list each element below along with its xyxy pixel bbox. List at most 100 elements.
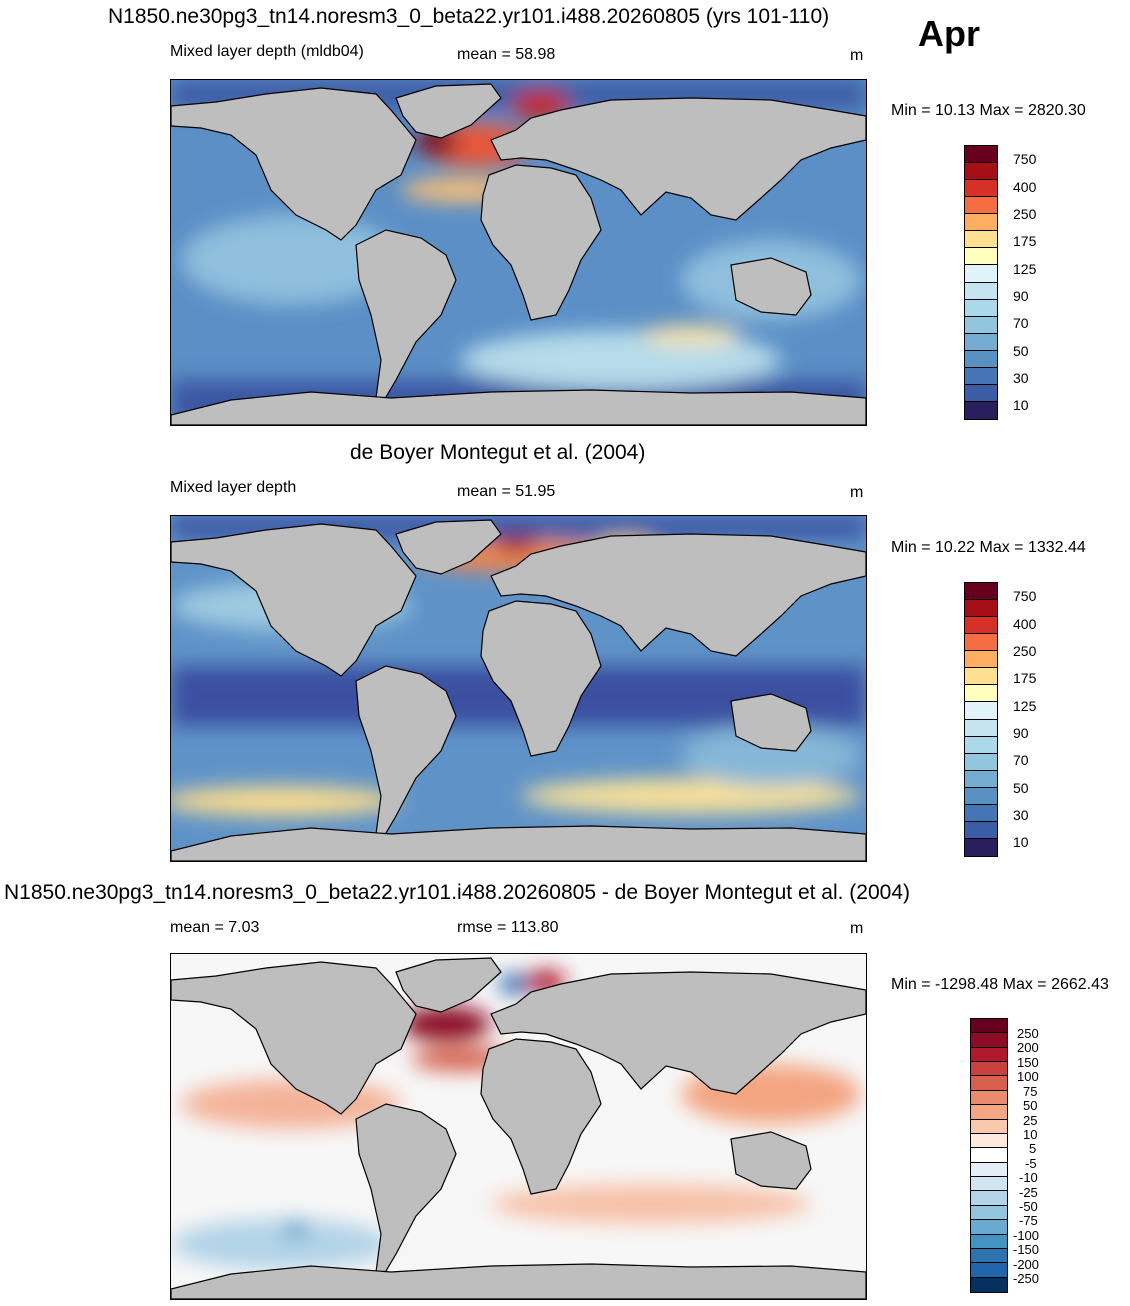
colorbar-swatch: [965, 600, 997, 618]
colorbar-tick-label: 50: [1013, 343, 1029, 359]
colorbar-swatch: [971, 1191, 1007, 1206]
colorbar-tick-label: 90: [1013, 725, 1029, 741]
panel-3-mean-label: mean = 7.03: [170, 919, 260, 936]
colorbar-swatch: [971, 1177, 1007, 1192]
colorbar-tick-label: 200: [1017, 1040, 1039, 1055]
colorbar-swatch: [965, 367, 997, 385]
colorbar-tick-label: -100: [1013, 1228, 1040, 1243]
colorbar-tick-label: -250: [1013, 1271, 1040, 1286]
colorbar-tick-label: 400: [1013, 179, 1037, 195]
colorbar-swatch: [971, 1076, 1007, 1091]
colorbar-swatch: [965, 146, 997, 164]
colorbar-panel-model: [964, 145, 998, 420]
colorbar-tick-label: 175: [1013, 670, 1037, 686]
colorbar-tick-label: 400: [1013, 616, 1037, 632]
panel-3-rmse-label: rmse = 113.80: [457, 919, 559, 936]
colorbar-swatch: [965, 299, 997, 317]
colorbar-swatch: [971, 1062, 1007, 1077]
colorbar-swatch: [971, 1133, 1007, 1149]
colorbar-swatch: [965, 685, 997, 703]
panel-3-units-label: m: [850, 920, 864, 937]
colorbar-swatch: [971, 1119, 1007, 1134]
colorbar-swatch: [965, 214, 997, 232]
map-panel-model: [170, 79, 867, 426]
colorbar-tick-label: 25: [1023, 1113, 1038, 1128]
colorbar-tick-label: 100: [1017, 1069, 1039, 1084]
colorbar-swatch: [965, 333, 997, 351]
colorbar-tick-label: 70: [1013, 315, 1029, 331]
panel-2-variable-label: Mixed layer depth: [170, 479, 297, 496]
colorbar-swatch: [965, 787, 997, 805]
colorbar-tick-label: 10: [1023, 1127, 1038, 1142]
panel-1-mean-label: mean = 58.98: [457, 46, 556, 63]
colorbar-tick-label: 750: [1013, 151, 1037, 167]
colorbar-swatch: [971, 1205, 1007, 1221]
panel-1-title: N1850.ne30pg3_tn14.noresm3_0_beta22.yr10…: [108, 5, 830, 28]
colorbar-swatch: [971, 1162, 1007, 1178]
colorbar-swatch: [965, 753, 997, 771]
colorbar-swatch: [971, 1033, 1007, 1048]
colorbar-tick-label: 750: [1013, 588, 1037, 604]
colorbar-swatch: [965, 617, 997, 635]
colorbar-tick-label: 250: [1013, 206, 1037, 222]
colorbar-swatch: [971, 1234, 1007, 1249]
colorbar-swatch: [971, 1090, 1007, 1106]
colorbar-tick-label: 250: [1013, 643, 1037, 659]
colorbar-swatch: [965, 265, 997, 283]
panel-2-units-label: m: [850, 484, 864, 501]
colorbar-swatch: [965, 634, 997, 652]
colorbar-tick-label: 5: [1029, 1141, 1037, 1156]
colorbar-panel-observations: [964, 582, 998, 857]
colorbar-tick-label: 150: [1017, 1055, 1039, 1070]
colorbar-tick-label: -75: [1019, 1213, 1038, 1228]
colorbar-tick-label: 125: [1013, 261, 1037, 277]
colorbar-tick-label: -25: [1019, 1185, 1038, 1200]
colorbar-swatch: [965, 350, 997, 368]
colorbar-swatch: [965, 583, 997, 601]
colorbar-swatch: [965, 384, 997, 402]
colorbar-swatch: [971, 1248, 1007, 1264]
map-panel-difference: [170, 953, 867, 1300]
colorbar-swatch: [965, 770, 997, 788]
month-label: Apr: [918, 13, 980, 54]
colorbar-tick-label: -5: [1025, 1156, 1037, 1171]
colorbar-swatch: [965, 702, 997, 720]
colorbar-swatch: [965, 821, 997, 839]
colorbar-tick-label: 125: [1013, 698, 1037, 714]
colorbar-tick-label: 75: [1023, 1084, 1038, 1099]
colorbar-tick-label: -150: [1013, 1242, 1040, 1257]
colorbar-swatch: [965, 651, 997, 669]
colorbar-swatch: [971, 1277, 1007, 1292]
colorbar-tick-label: 50: [1023, 1098, 1038, 1113]
panel-1-variable-label: Mixed layer depth (mldb04): [170, 43, 364, 60]
colorbar-swatch: [965, 668, 997, 686]
panel-3-title: N1850.ne30pg3_tn14.noresm3_0_beta22.yr10…: [4, 881, 911, 904]
colorbar-swatch: [965, 282, 997, 300]
colorbar-tick-label: 30: [1013, 807, 1029, 823]
colorbar-swatch: [965, 736, 997, 754]
colorbar-swatch: [971, 1220, 1007, 1235]
colorbar-swatch: [965, 316, 997, 334]
colorbar-swatch: [965, 248, 997, 266]
colorbar-tick-label: 30: [1013, 370, 1029, 386]
colorbar-swatch: [971, 1105, 1007, 1120]
colorbar-tick-label: -50: [1019, 1199, 1038, 1214]
panel-2-title: de Boyer Montegut et al. (2004): [350, 441, 646, 464]
colorbar-tick-label: -10: [1019, 1170, 1038, 1185]
colorbar-swatch: [965, 838, 997, 856]
panel-2-mean-label: mean = 51.95: [457, 483, 556, 500]
colorbar-tick-label: 175: [1013, 233, 1037, 249]
colorbar-swatch: [971, 1148, 1007, 1163]
colorbar-tick-label: 90: [1013, 288, 1029, 304]
colorbar-swatch: [971, 1047, 1007, 1063]
panel-2-minmax-label: Min = 10.22 Max = 1332.44: [891, 539, 1086, 556]
colorbar-swatch: [965, 401, 997, 419]
colorbar-panel-difference: [970, 1018, 1008, 1293]
colorbar-swatch: [965, 719, 997, 737]
colorbar-swatch: [971, 1263, 1007, 1278]
colorbar-tick-label: -200: [1013, 1257, 1040, 1272]
panel-3-minmax-label: Min = -1298.48 Max = 2662.43: [891, 976, 1109, 993]
panel-1-minmax-label: Min = 10.13 Max = 2820.30: [891, 102, 1086, 119]
colorbar-swatch: [965, 180, 997, 198]
panel-1-units-label: m: [850, 47, 864, 64]
